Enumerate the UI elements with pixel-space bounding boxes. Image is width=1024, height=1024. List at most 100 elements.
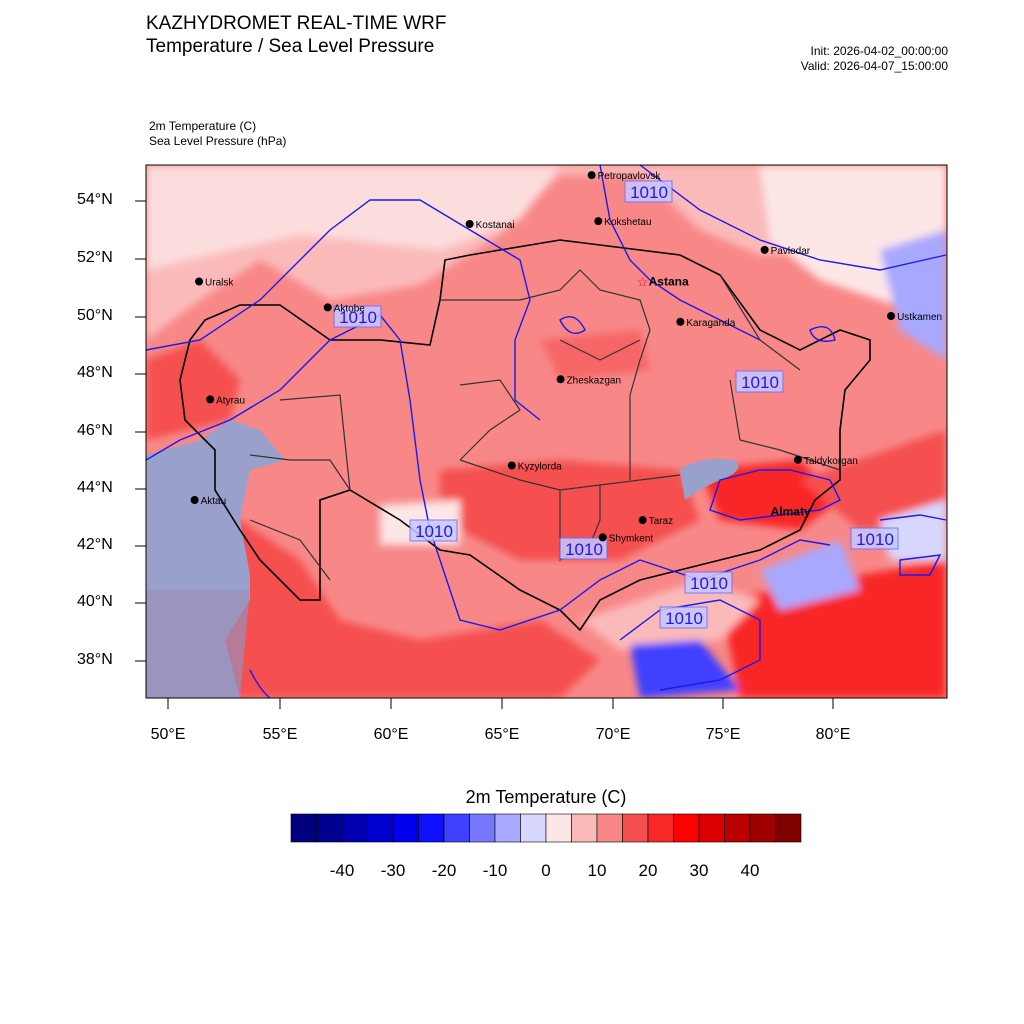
field-legend: 2m Temperature (C) Sea Level Pressure (h… bbox=[149, 119, 286, 149]
colorbar-swatch bbox=[443, 813, 470, 843]
city-marker bbox=[638, 516, 647, 525]
colorbar-tick-label: -30 bbox=[380, 861, 406, 880]
colorbar-tick-label: -40 bbox=[329, 861, 355, 880]
colorbar-swatch bbox=[571, 813, 598, 843]
colorbar-swatch bbox=[494, 813, 521, 843]
city-label: Pavlodar bbox=[771, 246, 811, 257]
city-label: Kostanai bbox=[476, 220, 515, 231]
colorbar-tick-label: 20 bbox=[638, 861, 658, 880]
colorbar-swatch bbox=[341, 813, 368, 843]
city-marker bbox=[465, 220, 474, 228]
lat-label: 44°N bbox=[77, 479, 113, 496]
colorbar-tick-label: -20 bbox=[431, 861, 457, 880]
colorbar-swatch bbox=[749, 813, 776, 843]
city-label: Aktau bbox=[201, 496, 227, 507]
field-temperature: 2m Temperature (C) bbox=[149, 119, 257, 133]
lat-label: 40°N bbox=[77, 593, 113, 610]
contour-label: 1010 bbox=[741, 373, 779, 392]
lake-balkhash bbox=[680, 458, 739, 500]
colorbar-swatch bbox=[596, 813, 623, 843]
city-label: Uralsk bbox=[205, 278, 234, 289]
city-marker bbox=[195, 277, 204, 286]
colorbar-swatch bbox=[698, 813, 725, 843]
lat-label: 42°N bbox=[77, 536, 113, 553]
city-label: Shymkent bbox=[609, 533, 654, 544]
colorbar-title: 2m Temperature (C) bbox=[465, 787, 627, 807]
colorbar-tick-label: 0 bbox=[541, 861, 551, 880]
city-label: Kokshetau bbox=[604, 217, 651, 228]
tick-marks bbox=[135, 200, 834, 709]
city-label: Zheskazgan bbox=[567, 375, 621, 386]
contour-label: 1010 bbox=[690, 574, 728, 593]
lon-label: 60°E bbox=[373, 726, 409, 743]
colorbar-swatch bbox=[418, 813, 445, 843]
lat-label: 54°N bbox=[77, 191, 113, 208]
colorbar-swatch bbox=[647, 813, 674, 843]
colorbar-swatch bbox=[316, 813, 343, 843]
colorbar-swatch bbox=[290, 813, 317, 843]
lon-label: 75°E bbox=[705, 726, 741, 743]
city-label: Aktobe bbox=[334, 303, 366, 314]
run-info: Init: 2026-04-02_00:00:00 Valid: 2026-04… bbox=[801, 44, 948, 74]
city-label: Taldykorgan bbox=[804, 456, 858, 467]
init-time: Init: 2026-04-02_00:00:00 bbox=[810, 44, 948, 58]
lat-label: 46°N bbox=[77, 422, 113, 439]
city-marker bbox=[206, 395, 215, 404]
contour-label: 1010 bbox=[630, 183, 668, 202]
colorbar-swatch bbox=[392, 813, 419, 843]
city-marker bbox=[598, 533, 607, 542]
chart-title: KAZHYDROMET REAL-TIME WRF bbox=[146, 13, 447, 34]
city-label: Ustkamen bbox=[897, 312, 942, 323]
contour-label: 1010 bbox=[339, 308, 377, 327]
city-marker bbox=[887, 312, 896, 320]
colorbar-tick-label: 10 bbox=[587, 861, 607, 880]
lon-label: 70°E bbox=[595, 726, 631, 743]
city-marker bbox=[507, 461, 516, 470]
city-label: Almaty bbox=[771, 505, 811, 519]
lon-label: 80°E bbox=[815, 726, 851, 743]
temperature-field bbox=[146, 165, 947, 698]
city-label: Kyzylorda bbox=[518, 462, 562, 473]
contour-label: 1010 bbox=[415, 522, 453, 541]
lat-label: 48°N bbox=[77, 364, 113, 381]
city-marker bbox=[793, 455, 802, 464]
city-marker bbox=[760, 245, 769, 254]
colorbar bbox=[290, 813, 802, 843]
colorbar-swatch bbox=[673, 813, 700, 843]
colorbar-swatch bbox=[469, 813, 496, 843]
lat-label: 50°N bbox=[77, 307, 113, 324]
city-marker bbox=[676, 317, 685, 326]
colorbar-swatch bbox=[367, 813, 394, 843]
field-pressure: Sea Level Pressure (hPa) bbox=[149, 134, 287, 148]
colorbar-tick-label: 40 bbox=[740, 861, 760, 880]
colorbar-tick-label: 30 bbox=[689, 861, 709, 880]
city-label: Astana bbox=[649, 275, 689, 289]
kazakhstan-border bbox=[179, 239, 871, 632]
capital-star-icon: ☆ bbox=[637, 275, 649, 290]
city-marker bbox=[190, 496, 199, 504]
city-label: Karaganda bbox=[686, 318, 735, 329]
contour-label: 1010 bbox=[565, 540, 603, 559]
city-marker bbox=[587, 171, 596, 180]
city-label: Petropavlovsk bbox=[598, 171, 662, 182]
colorbar-swatch bbox=[724, 813, 751, 843]
colorbar-tick-label: -10 bbox=[482, 861, 508, 880]
city-label: Taraz bbox=[649, 516, 673, 527]
lon-label: 50°E bbox=[150, 726, 186, 743]
city-marker bbox=[323, 303, 332, 312]
city-label: Atyrau bbox=[216, 395, 245, 406]
colorbar-swatch bbox=[545, 813, 572, 843]
lat-label: 52°N bbox=[77, 249, 113, 266]
city-marker bbox=[556, 375, 565, 384]
chart-subtitle: Temperature / Sea Level Pressure bbox=[146, 36, 435, 57]
colorbar-swatch bbox=[520, 813, 547, 843]
colorbar-swatch bbox=[622, 813, 649, 843]
city-marker bbox=[594, 217, 603, 226]
contour-label: 1010 bbox=[856, 530, 894, 549]
colorbar-swatch bbox=[775, 813, 802, 843]
lon-label: 55°E bbox=[262, 726, 298, 743]
city-markers: Petropavlovsk Kostanai Kokshetau Uralsk Pavl… bbox=[190, 171, 942, 544]
chart-title-block: KAZHYDROMET REAL-TIME WRF Temperature / … bbox=[146, 12, 447, 58]
lon-label: 65°E bbox=[484, 726, 520, 743]
